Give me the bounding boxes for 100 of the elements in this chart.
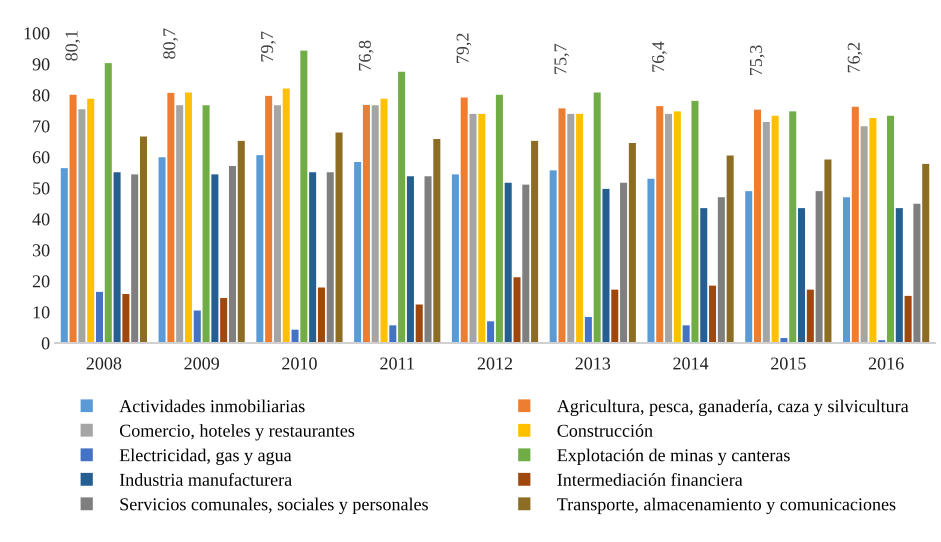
bar <box>550 170 557 343</box>
bar <box>389 325 396 343</box>
bar <box>816 191 823 343</box>
x-tick-label: 2011 <box>380 357 414 370</box>
bar <box>628 143 636 343</box>
legend-label: Actividades inmobiliarias <box>119 400 305 412</box>
bar <box>326 172 334 343</box>
bar <box>665 114 672 343</box>
bar <box>433 139 440 343</box>
bar <box>513 277 521 343</box>
bar <box>709 286 716 343</box>
bar <box>904 296 912 343</box>
bar <box>674 111 681 343</box>
bar <box>309 172 316 343</box>
bar <box>913 204 920 343</box>
bar <box>754 110 762 343</box>
bar <box>558 108 566 343</box>
bar <box>576 114 584 343</box>
data-label: 76,2 <box>848 42 862 72</box>
bar <box>886 116 894 343</box>
legend-label: Agricultura, pesca, ganadería, caza y silvicultura <box>556 400 908 416</box>
bar <box>922 164 930 343</box>
y-tick-label: 40 <box>32 213 50 226</box>
bar <box>726 155 734 343</box>
y-tick-label: 90 <box>32 58 50 70</box>
data-label: 79,7 <box>261 32 276 62</box>
bar <box>158 157 166 343</box>
bar <box>131 174 138 343</box>
bar <box>852 106 859 343</box>
bar <box>772 116 779 343</box>
bar <box>362 104 370 343</box>
bar <box>292 330 299 343</box>
bar <box>469 114 477 343</box>
bar <box>531 140 538 343</box>
data-label: 75,3 <box>750 45 765 76</box>
bar <box>691 100 698 343</box>
bar <box>656 106 664 343</box>
bar <box>318 288 325 343</box>
y-tick-label: 30 <box>32 244 50 256</box>
x-tick-label: 2012 <box>478 357 512 370</box>
bar <box>167 92 174 343</box>
legend-label: Intermediación financiera <box>557 473 743 486</box>
bar <box>567 114 574 343</box>
bar <box>896 208 903 343</box>
bar <box>620 182 628 343</box>
legend-label: Explotación de minas y canteras <box>557 448 790 466</box>
bar <box>594 92 601 343</box>
y-tick-label: 50 <box>33 182 50 194</box>
bar <box>762 122 770 343</box>
bar <box>114 172 121 343</box>
legend-label: Industria manufacturera <box>120 472 292 486</box>
legend-label: Construcción <box>558 424 653 437</box>
bar <box>238 140 245 343</box>
bar <box>406 176 414 343</box>
bar <box>194 310 201 343</box>
x-tick-label: 2010 <box>282 357 317 370</box>
bar <box>372 105 379 343</box>
x-tick-label: 2009 <box>184 357 219 370</box>
bar <box>398 72 406 343</box>
bar <box>424 176 432 343</box>
y-tick-label: 60 <box>32 151 50 164</box>
bar <box>104 63 112 343</box>
x-tick-label: 2014 <box>673 357 708 370</box>
bar <box>682 325 690 343</box>
bar <box>504 182 512 343</box>
bar <box>869 118 876 343</box>
bar <box>789 111 796 343</box>
x-tick-label: 2008 <box>86 357 122 370</box>
bar <box>647 178 654 343</box>
bar <box>745 191 752 343</box>
data-label: 80,1 <box>65 30 80 61</box>
bar <box>584 316 592 343</box>
data-label: 76,8 <box>358 40 374 70</box>
bar <box>478 114 486 343</box>
bar <box>700 208 708 343</box>
bar <box>806 290 814 343</box>
bar <box>265 96 272 343</box>
bar <box>60 168 68 343</box>
y-tick-label: 100 <box>24 27 50 40</box>
bar <box>78 109 86 343</box>
bar <box>496 94 503 343</box>
bar <box>354 162 362 343</box>
bar <box>202 105 210 343</box>
x-tick-label: 2016 <box>868 357 904 370</box>
data-label: 79,2 <box>456 34 472 63</box>
bar <box>860 126 868 343</box>
bar <box>522 184 530 343</box>
bar <box>380 98 388 343</box>
y-tick-label: 20 <box>32 275 50 288</box>
legend-label: Transporte, almacenamiento y comunicaciones <box>557 498 896 514</box>
bar <box>798 208 806 343</box>
bar <box>184 92 192 343</box>
y-tick-label: 0 <box>42 337 50 350</box>
bar <box>487 321 494 343</box>
bar <box>602 188 610 343</box>
bar <box>96 292 104 343</box>
legend-label: Electricidad, gas y agua <box>120 448 292 466</box>
data-label: 80,7 <box>163 28 178 59</box>
legend-label: Servicios comunales, sociales y personales <box>120 498 428 514</box>
y-tick-label: 80 <box>32 89 50 102</box>
